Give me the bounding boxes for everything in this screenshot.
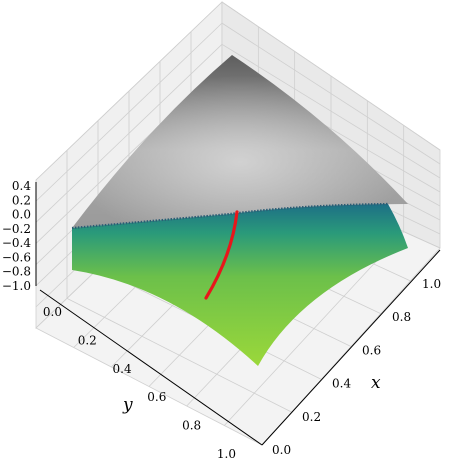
z-tick-label: −0.2 <box>2 222 31 236</box>
x-tick-label: 0.2 <box>302 410 321 424</box>
z-tick-label: −1.0 <box>2 279 31 293</box>
grid-line <box>224 231 404 426</box>
x-tick-label: 1.0 <box>422 277 441 291</box>
red-curve <box>204 210 239 300</box>
y-tick-label: 0.6 <box>147 390 166 404</box>
y-tick-label: 0.8 <box>182 419 201 433</box>
gray-surface-highlight <box>72 55 408 228</box>
y-tick-label: 0.2 <box>78 333 97 347</box>
x-axis-label: x <box>371 373 381 393</box>
x-tick-label: 0.4 <box>332 377 351 391</box>
intersection-edge <box>71 202 389 230</box>
x-tick-label: 0.8 <box>392 310 411 324</box>
z-tick-labels: −1.0−0.8−0.6−0.4−0.20.00.20.4 <box>2 179 32 293</box>
green-surface <box>72 204 408 366</box>
y-axis-line <box>39 289 263 446</box>
x-tick-label: 0.6 <box>362 343 381 357</box>
y-tick-label: 1.0 <box>217 447 236 461</box>
z-tick-label: 0.2 <box>12 193 31 207</box>
z-tick-label: −0.8 <box>2 265 31 279</box>
z-tick-label: 0.0 <box>12 208 31 222</box>
z-tick-label: 0.4 <box>12 179 31 193</box>
y-axis-label: y <box>122 395 133 415</box>
x-tick-labels: 0.0 0.2 0.4 0.6 0.8 1.0 <box>272 277 441 457</box>
x-axis-line <box>261 249 441 446</box>
y-tick-label: 0.4 <box>113 362 132 376</box>
x-tick-label: 0.0 <box>272 443 291 457</box>
z-tick-label: −0.4 <box>2 236 32 250</box>
z-tick-label: −0.6 <box>2 250 31 264</box>
y-tick-label: 0.0 <box>43 305 62 319</box>
axis-lines <box>35 182 441 446</box>
y-tick-labels: 0.0 0.2 0.4 0.6 0.8 1.0 <box>43 305 236 461</box>
